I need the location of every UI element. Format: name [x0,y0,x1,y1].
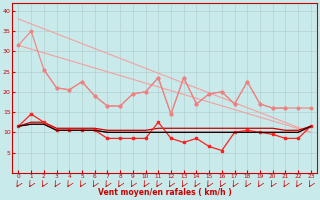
X-axis label: Vent moyen/en rafales ( km/h ): Vent moyen/en rafales ( km/h ) [98,188,231,197]
